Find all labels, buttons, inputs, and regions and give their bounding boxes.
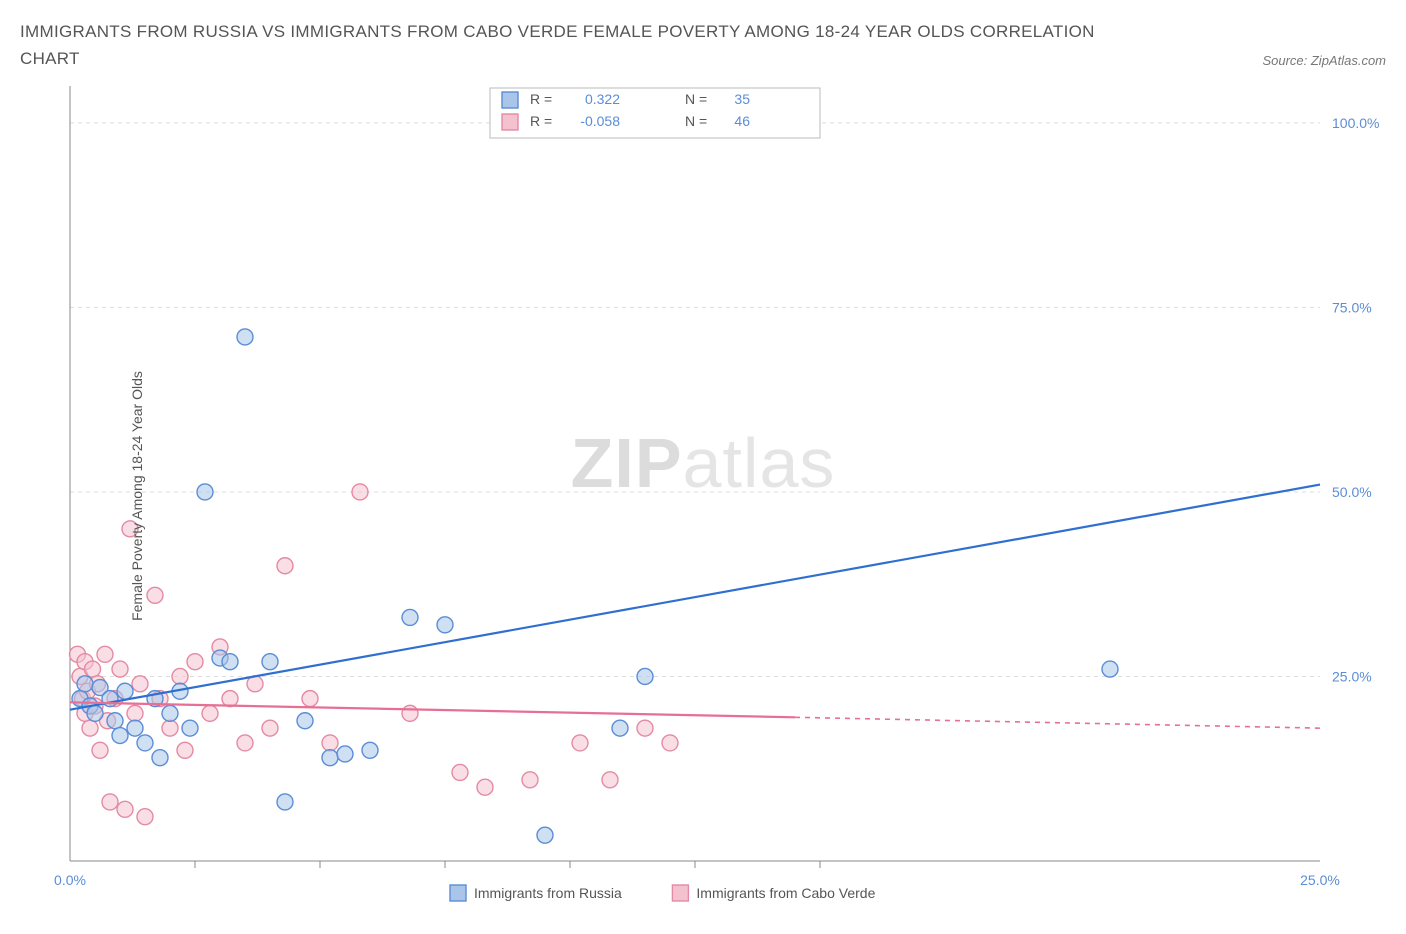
svg-text:46: 46	[734, 113, 750, 129]
svg-text:Immigrants from Russia: Immigrants from Russia	[474, 885, 622, 901]
svg-text:-0.058: -0.058	[580, 113, 620, 129]
svg-text:50.0%: 50.0%	[1332, 484, 1372, 500]
svg-text:25.0%: 25.0%	[1332, 669, 1372, 685]
svg-text:N =: N =	[685, 113, 707, 129]
svg-text:R =: R =	[530, 91, 552, 107]
svg-text:R =: R =	[530, 113, 552, 129]
svg-text:35: 35	[734, 91, 750, 107]
svg-text:100.0%: 100.0%	[1332, 115, 1379, 131]
source-credit: Source: ZipAtlas.com	[1262, 53, 1386, 72]
scatter-chart: 25.0% 50.0% 75.0% 100.0% 0.0% 25.0% R = 0.322 N …	[20, 76, 1386, 916]
y-axis-label: Female Poverty Among 18-24 Year Olds	[129, 371, 145, 621]
svg-text:25.0%: 25.0%	[1300, 872, 1340, 888]
svg-text:0.0%: 0.0%	[54, 872, 86, 888]
svg-text:N =: N =	[685, 91, 707, 107]
svg-text:75.0%: 75.0%	[1332, 300, 1372, 316]
svg-text:Immigrants from Cabo Verde: Immigrants from Cabo Verde	[696, 885, 875, 901]
svg-text:0.322: 0.322	[585, 91, 620, 107]
chart-title: IMMIGRANTS FROM RUSSIA VS IMMIGRANTS FRO…	[20, 18, 1120, 72]
